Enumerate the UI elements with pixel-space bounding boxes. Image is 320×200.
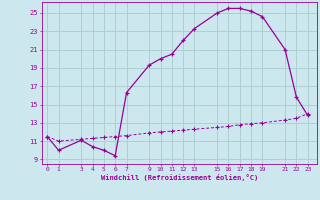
X-axis label: Windchill (Refroidissement éolien,°C): Windchill (Refroidissement éolien,°C) [100, 174, 258, 181]
